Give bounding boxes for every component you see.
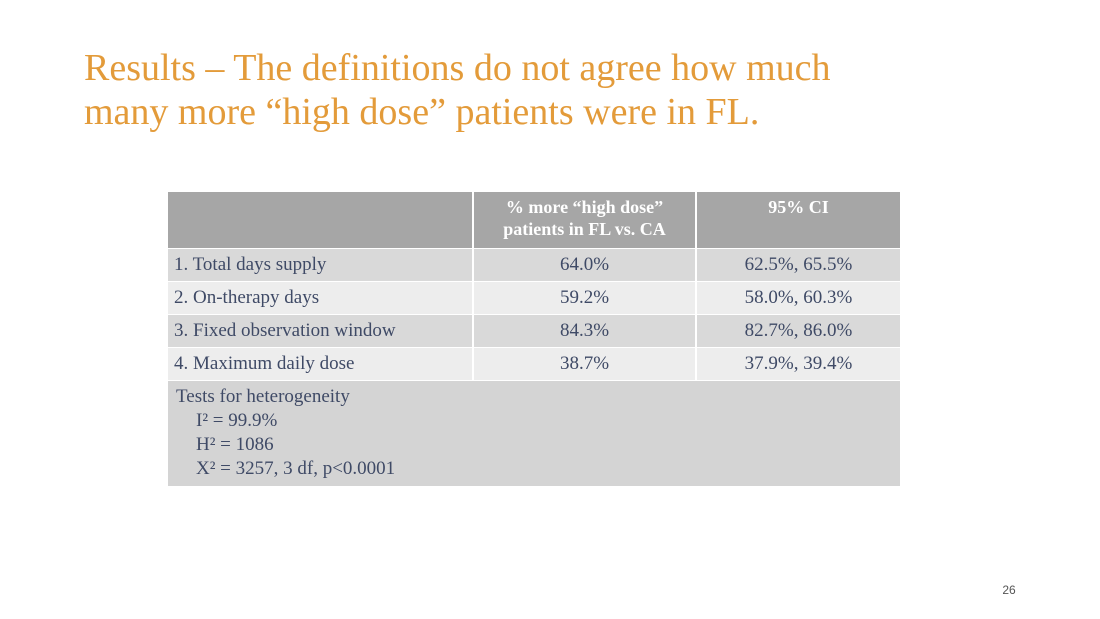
table-row: 1. Total days supply 64.0% 62.5%, 65.5% xyxy=(168,247,900,281)
results-table: % more “high dose” patients in FL vs. CA… xyxy=(168,192,900,486)
row-label: 1. Total days supply xyxy=(168,247,474,281)
row-label: 3. Fixed observation window xyxy=(168,313,474,347)
heterogeneity-x2: X² = 3257, 3 df, p<0.0001 xyxy=(196,457,396,479)
heterogeneity-cell: Tests for heterogeneity I² = 99.9% H² = … xyxy=(168,379,900,486)
header-empty xyxy=(168,192,474,248)
row-label: 4. Maximum daily dose xyxy=(168,346,474,380)
table-header-row: % more “high dose” patients in FL vs. CA… xyxy=(168,192,900,248)
header-percent-more: % more “high dose” patients in FL vs. CA xyxy=(473,192,697,248)
table-row: 4. Maximum daily dose 38.7% 37.9%, 39.4% xyxy=(168,346,900,380)
row-percent: 59.2% xyxy=(473,280,697,314)
heterogeneity-heading: Tests for heterogeneity xyxy=(176,385,350,407)
row-ci: 58.0%, 60.3% xyxy=(696,280,900,314)
row-percent: 84.3% xyxy=(473,313,697,347)
page-number: 26 xyxy=(1002,583,1016,597)
slide-title-line-1: Results – The definitions do not agree h… xyxy=(84,47,831,89)
row-ci: 82.7%, 86.0% xyxy=(696,313,900,347)
row-percent: 64.0% xyxy=(473,247,697,281)
slide-title: Results – The definitions do not agree h… xyxy=(84,46,1044,134)
row-label: 2. On-therapy days xyxy=(168,280,474,314)
row-percent: 38.7% xyxy=(473,346,697,380)
row-ci: 62.5%, 65.5% xyxy=(696,247,900,281)
row-ci: 37.9%, 39.4% xyxy=(696,346,900,380)
header-ci: 95% CI xyxy=(696,192,900,248)
heterogeneity-h2: H² = 1086 xyxy=(196,433,274,455)
table-row: 2. On-therapy days 59.2% 58.0%, 60.3% xyxy=(168,280,900,314)
heterogeneity-row: Tests for heterogeneity I² = 99.9% H² = … xyxy=(168,379,900,486)
heterogeneity-i2: I² = 99.9% xyxy=(196,409,278,431)
slide-title-line-2: many more “high dose” patients were in F… xyxy=(84,91,760,133)
table-row: 3. Fixed observation window 84.3% 82.7%,… xyxy=(168,313,900,347)
